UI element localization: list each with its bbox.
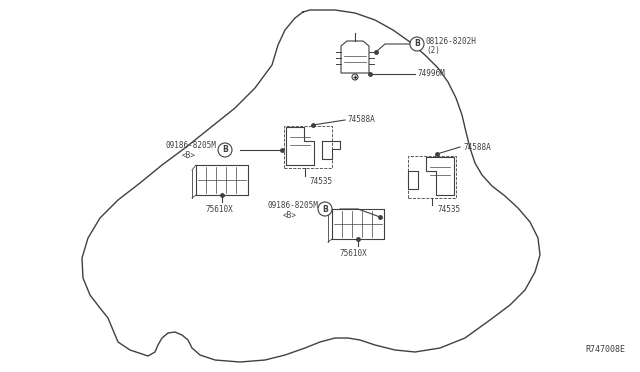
Circle shape [410,37,424,51]
Text: B: B [322,205,328,214]
Text: 75610X: 75610X [340,250,368,259]
Text: 74996M: 74996M [418,70,445,78]
Text: (2): (2) [426,45,440,55]
Circle shape [318,202,332,216]
Text: B: B [222,145,228,154]
Text: 75610X: 75610X [205,205,233,214]
Text: R747008E: R747008E [585,345,625,354]
Text: <B>: <B> [182,151,196,160]
Circle shape [218,143,232,157]
Text: 09186-8205M: 09186-8205M [165,141,216,151]
Text: 74535: 74535 [437,205,460,215]
Text: B: B [414,39,420,48]
Text: 08126-8202H: 08126-8202H [426,36,477,45]
Text: 74588A: 74588A [348,115,376,125]
Text: 09186-8205M: 09186-8205M [268,201,319,209]
Text: 74535: 74535 [310,176,333,186]
Text: 74588A: 74588A [463,142,491,151]
Text: <B>: <B> [283,211,297,219]
